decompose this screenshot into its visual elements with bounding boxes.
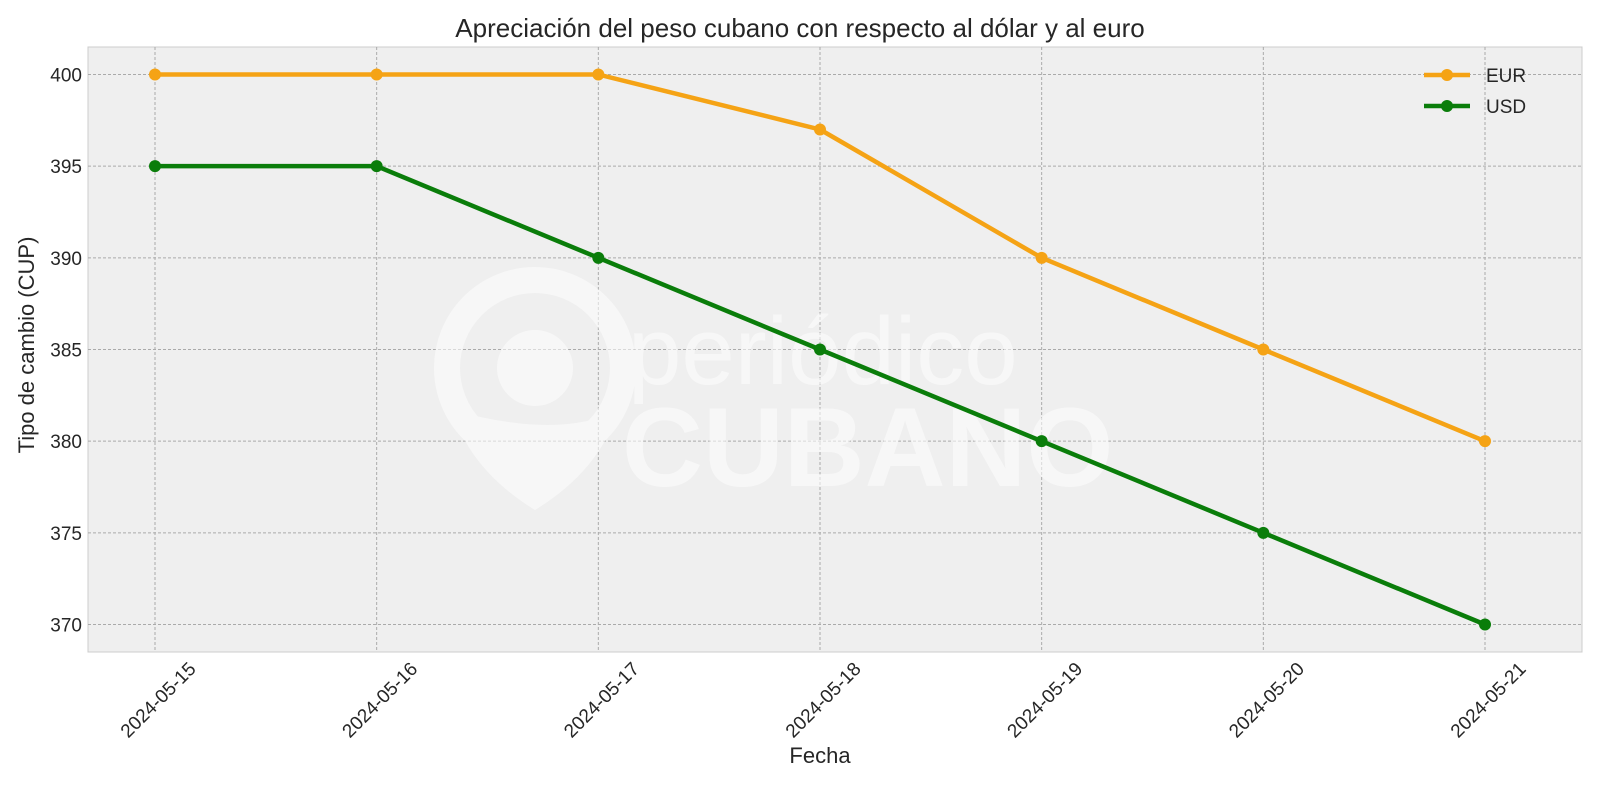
- data-point-eur: [149, 68, 161, 81]
- data-point-eur: [1479, 435, 1491, 448]
- data-point-eur: [592, 68, 605, 81]
- data-point-usd: [1479, 618, 1491, 631]
- legend-marker-eur: [1441, 69, 1453, 81]
- data-point-usd: [592, 251, 605, 264]
- watermark-logo: periódico CUBANO: [434, 267, 1114, 510]
- legend: EUR USD: [1424, 66, 1526, 118]
- y-axis-label: Tipo de cambio (CUP): [14, 237, 39, 454]
- data-point-usd: [814, 343, 826, 356]
- data-point-usd: [1035, 435, 1048, 448]
- data-point-usd: [1257, 526, 1270, 539]
- legend-label-eur: EUR: [1486, 66, 1526, 87]
- x-tick-label: 2024-05-19: [1004, 659, 1088, 743]
- y-axis-ticks: 370 375 380 385 390 395 400: [50, 66, 82, 637]
- data-point-eur: [1035, 251, 1048, 264]
- data-point-usd: [370, 160, 383, 173]
- y-tick-label: 375: [50, 524, 82, 545]
- data-point-eur: [370, 68, 383, 81]
- data-point-eur: [814, 123, 826, 136]
- x-tick-label: 2024-05-20: [1225, 659, 1309, 743]
- x-axis-label: Fecha: [789, 743, 851, 768]
- data-point-usd: [149, 160, 161, 173]
- y-tick-label: 395: [50, 157, 82, 178]
- x-tick-label: 2024-05-16: [339, 659, 423, 743]
- x-tick-label: 2024-05-18: [782, 659, 866, 743]
- y-tick-label: 390: [50, 249, 82, 270]
- legend-marker-usd: [1441, 100, 1453, 112]
- y-tick-label: 385: [50, 341, 82, 362]
- svg-text:CUBANO: CUBANO: [622, 385, 1114, 510]
- x-tick-label: 2024-05-17: [560, 659, 644, 743]
- x-tick-label: 2024-05-15: [117, 659, 201, 743]
- series-layer: [149, 68, 1491, 631]
- y-tick-label: 370: [50, 616, 82, 637]
- y-tick-label: 400: [50, 66, 82, 87]
- x-tick-label: 2024-05-21: [1447, 659, 1531, 743]
- x-axis-ticks: 2024-05-15 2024-05-16 2024-05-17 2024-05-18…: [117, 659, 1531, 743]
- legend-label-usd: USD: [1486, 97, 1526, 118]
- chart-title: Apreciación del peso cubano con respecto…: [455, 13, 1144, 43]
- y-tick-label: 380: [50, 432, 82, 453]
- data-point-eur: [1257, 343, 1270, 356]
